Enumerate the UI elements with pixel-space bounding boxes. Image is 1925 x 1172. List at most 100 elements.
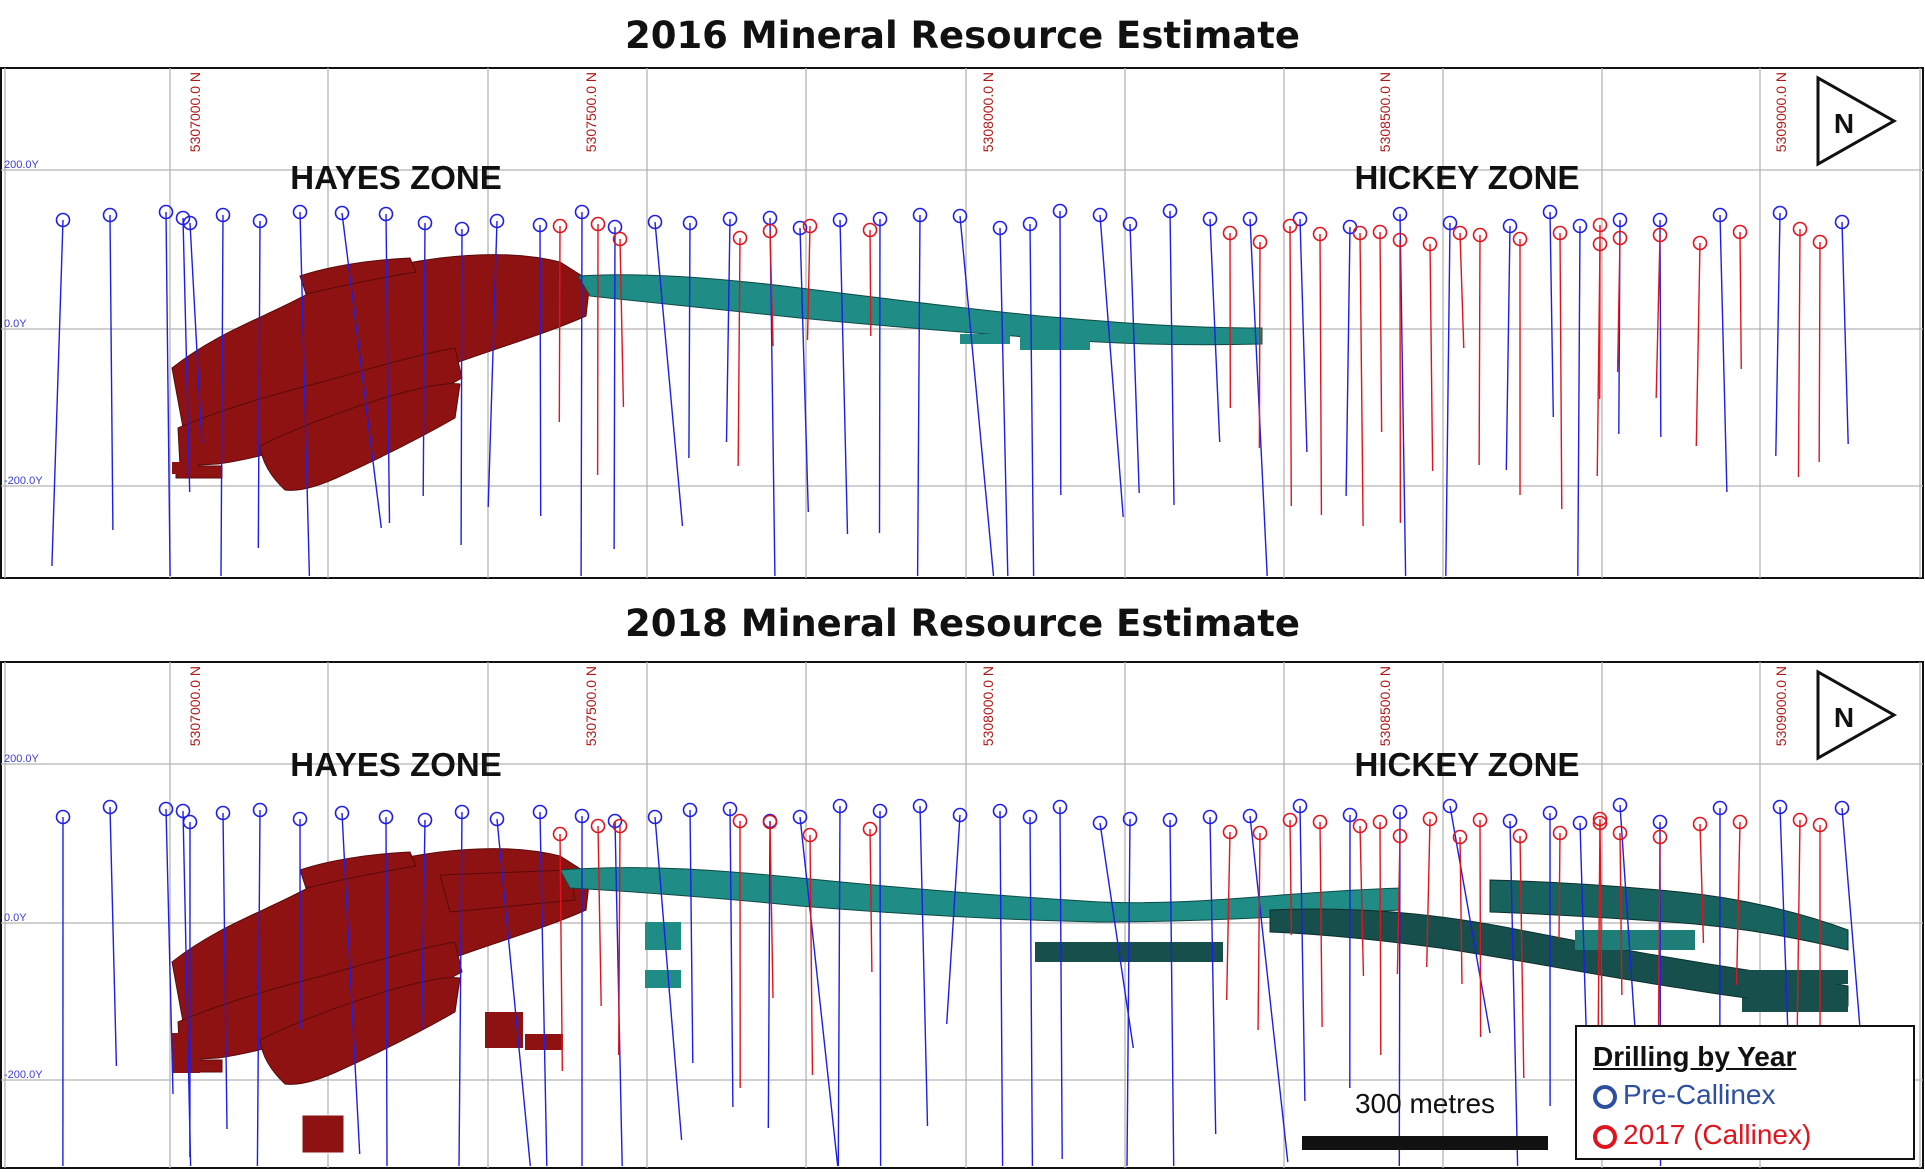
collar-callinex (1452, 225, 1468, 241)
collar-callinex (1472, 812, 1488, 828)
drill-hole-callinex (1655, 234, 1661, 399)
drill-hole-callinex (1596, 243, 1601, 477)
collar-callinex (1552, 825, 1568, 841)
drill-hole-pre-callinex (109, 214, 114, 531)
collar-callinex (1422, 811, 1438, 827)
drill-hole-pre-callinex (999, 227, 1009, 577)
drill-hole-pre-callinex (421, 819, 426, 1031)
collar-pre-callinex (647, 809, 663, 825)
collar-pre-callinex (252, 213, 268, 229)
collar-pre-callinex (792, 220, 808, 236)
collar-pre-callinex (1162, 203, 1178, 219)
drill-hole-callinex (618, 825, 621, 1056)
drill-hole-callinex (1289, 225, 1292, 507)
drill-hole-pre-callinex (1399, 213, 1407, 577)
collar-pre-callinex (489, 811, 505, 827)
collar-pre-callinex (1652, 212, 1668, 228)
collar-callinex (1812, 234, 1828, 250)
collar-pre-callinex (574, 808, 590, 824)
collar-callinex (1512, 828, 1528, 844)
collar-pre-callinex (1122, 811, 1138, 827)
north-arrow-icon (1816, 669, 1898, 761)
drill-hole-pre-callinex (1577, 225, 1581, 577)
collar-callinex (1732, 224, 1748, 240)
drill-hole-callinex (597, 825, 602, 1007)
collar-pre-callinex (1202, 809, 1218, 825)
collar-pre-callinex (1342, 807, 1358, 823)
drill-hole-callinex (1796, 819, 1801, 1050)
collar-pre-callinex (1612, 797, 1628, 813)
northing-label: 5308500.0 N (1377, 72, 1393, 152)
drill-hole-pre-callinex (1249, 218, 1268, 577)
drill-hole-pre-callinex (879, 810, 882, 1167)
drill-hole-pre-callinex (613, 226, 616, 550)
hayes-solid (259, 977, 461, 1085)
collar-callinex (1312, 226, 1328, 242)
collar-pre-callinex (992, 220, 1008, 236)
drill-hole-pre-callinex (1775, 212, 1781, 457)
drill-hole-callinex (1258, 241, 1261, 449)
collar-callinex (1592, 815, 1608, 831)
drill-hole-pre-callinex (1169, 210, 1175, 506)
drill-hole-pre-callinex (999, 810, 1004, 1167)
collar-pre-callinex (952, 807, 968, 823)
collar-callinex (1282, 218, 1298, 234)
collar-pre-callinex (912, 207, 928, 223)
drill-hole-pre-callinex (1299, 218, 1308, 453)
collar-callinex (1592, 217, 1608, 233)
drill-hole-callinex (1818, 241, 1821, 463)
northing-label: 5307500.0 N (583, 666, 599, 746)
drill-hole-pre-callinex (688, 222, 691, 459)
drill-hole-pre-callinex (729, 808, 734, 1108)
collar-callinex (1352, 818, 1368, 834)
collar-pre-callinex (1572, 815, 1588, 831)
drill-hole-pre-callinex (1345, 226, 1351, 497)
hickey-zone-label: HICKEY ZONE (1355, 746, 1580, 783)
collar-pre-callinex (55, 212, 71, 228)
drill-hole-callinex (1429, 243, 1434, 472)
drill-hole-pre-callinex (1449, 805, 1491, 1034)
drill-hole-pre-callinex (839, 219, 849, 535)
hayes-solid (259, 383, 461, 491)
hickey-solid-block (1575, 930, 1695, 950)
collar-pre-callinex (1502, 218, 1518, 234)
collar-pre-callinex (1392, 206, 1408, 222)
red-ring-icon (1593, 1124, 1617, 1149)
drill-hole-pre-callinex (1299, 805, 1306, 1102)
scale-bar-label: 300 metres (1354, 1088, 1496, 1119)
collar-pre-callinex (1542, 805, 1558, 821)
collar-callinex (1652, 227, 1668, 243)
hayes-zone-label: HAYES ZONE (290, 159, 502, 196)
drill-hole-callinex (809, 834, 814, 1076)
collar-callinex (1392, 828, 1408, 844)
collar-pre-callinex (1022, 809, 1038, 825)
drill-hole-pre-callinex (837, 805, 841, 1167)
collar-pre-callinex (532, 217, 548, 233)
drill-hole-pre-callinex (1841, 221, 1849, 445)
collar-pre-callinex (158, 204, 174, 220)
collar-pre-callinex (1022, 216, 1038, 232)
collar-pre-callinex (182, 215, 198, 231)
collar-pre-callinex (1712, 800, 1728, 816)
drill-hole-pre-callinex (1209, 816, 1217, 1135)
elevation-label: 0.0Y (4, 912, 27, 924)
drill-hole-pre-callinex (487, 220, 498, 508)
drill-hole-pre-callinex (1779, 806, 1790, 1048)
drill-hole-callinex (869, 828, 873, 973)
collar-callinex (1372, 224, 1388, 240)
collar-pre-callinex (1612, 212, 1628, 228)
drill-hole-pre-callinex (1129, 223, 1140, 494)
drill-hole-pre-callinex (256, 809, 261, 1167)
northing-label: 5307000.0 N (187, 72, 203, 152)
drill-hole-callinex (1558, 832, 1561, 940)
collar-pre-callinex (872, 211, 888, 227)
collar-pre-callinex (1092, 207, 1108, 223)
hayes-solid (299, 851, 417, 889)
drill-hole-callinex (1478, 234, 1481, 466)
collar-callinex (732, 813, 748, 829)
collar-pre-callinex (334, 805, 350, 821)
collar-pre-callinex (334, 205, 350, 221)
collar-pre-callinex (1242, 211, 1258, 227)
collar-callinex (1282, 812, 1298, 828)
drill-hole-pre-callinex (654, 816, 683, 1141)
